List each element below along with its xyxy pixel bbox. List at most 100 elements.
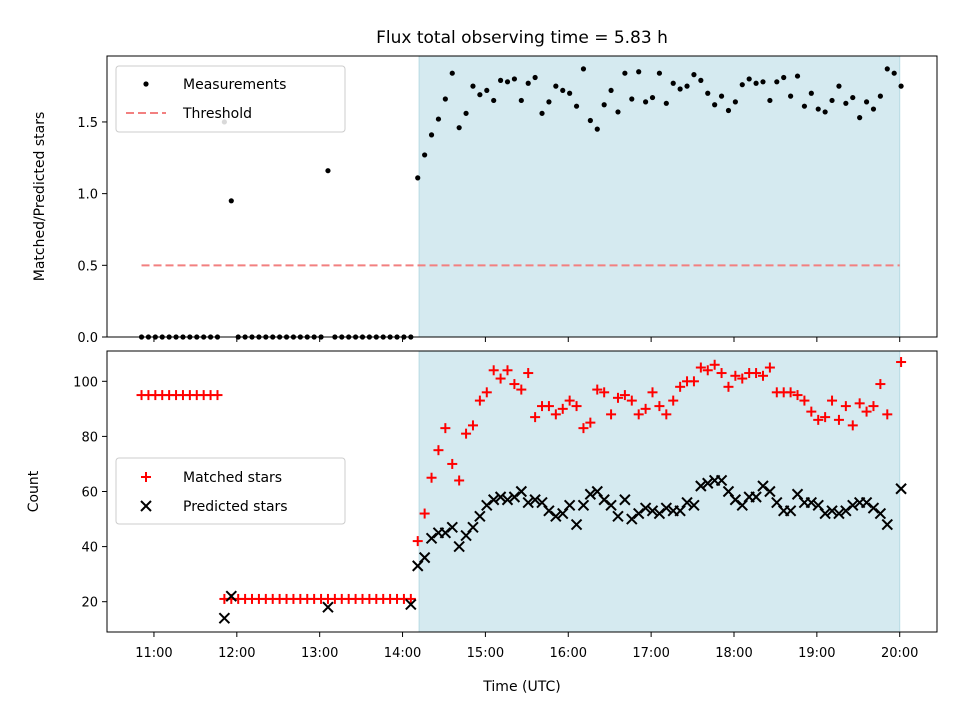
measurement-point [857, 115, 863, 121]
measurement-point [705, 90, 711, 96]
measurement-point [836, 83, 842, 89]
x-tick-label: 15:00 [467, 646, 504, 661]
matched-star-point [875, 379, 886, 390]
x-tick-label: 16:00 [550, 646, 587, 661]
predicted-star-point [515, 485, 528, 498]
measurement-point [560, 87, 566, 94]
measurement-point [670, 80, 676, 86]
measurement-point [477, 92, 483, 98]
measurement-point [815, 106, 821, 112]
matched-star-point [461, 428, 472, 439]
matched-star-point [730, 370, 741, 381]
matched-star-point [585, 417, 596, 428]
measurement-point [553, 83, 559, 89]
measurement-point [497, 77, 504, 83]
measurement-point [491, 97, 497, 104]
predicted-star-point [577, 499, 590, 511]
y-tick-label: 1.0 [77, 188, 98, 203]
x-tick-label: 14:00 [384, 646, 421, 661]
matched-star-point [495, 373, 506, 384]
predicted-star-point [847, 499, 859, 511]
predicted-star-point [487, 494, 500, 506]
measurement-point [767, 97, 773, 104]
predicted-star-point [584, 488, 597, 500]
predicted-star-point [895, 483, 907, 495]
measurement-point [567, 90, 573, 96]
measurement-point [456, 125, 462, 131]
matched-star-point [530, 412, 541, 423]
measurement-point [698, 77, 704, 83]
matched-star-point [564, 395, 575, 406]
matched-star-point [854, 398, 865, 409]
x-tick-label: 13:00 [301, 646, 338, 661]
matched-star-point [592, 384, 603, 395]
matched-star-point [764, 362, 775, 373]
measurement-point [449, 70, 455, 76]
predicted-star-point [612, 510, 624, 523]
matched-star-point [675, 381, 686, 392]
measurement-point [788, 93, 794, 99]
measurement-point [415, 175, 421, 181]
y-axis-label: Matched/Predicted stars [32, 112, 48, 282]
measurement-point [435, 116, 442, 122]
predicted-star-point [218, 612, 231, 624]
matched-star-point [757, 370, 768, 381]
measurement-point [532, 74, 538, 81]
matched-star-point [833, 414, 844, 425]
predicted-star-point [619, 494, 631, 506]
measurement-point [822, 109, 828, 115]
measurement-point [794, 73, 801, 79]
matched-star-point [661, 409, 672, 420]
measurement-point [781, 74, 787, 81]
measurement-point [725, 107, 732, 114]
matched-star-point [447, 458, 458, 469]
matched-star-point [737, 373, 748, 384]
predicted-star-point [563, 499, 576, 511]
matched-star-point [882, 409, 893, 420]
measurement-point [601, 102, 607, 108]
matched-star-point [861, 406, 872, 417]
predicted-star-point [453, 540, 465, 553]
matched-star-point [799, 395, 810, 406]
legend-marker-predicted [140, 500, 152, 512]
matched-star-point [654, 401, 665, 412]
matched-star-point [896, 357, 907, 368]
matched-star-point [405, 593, 416, 604]
matched-star-point [751, 368, 762, 379]
predicted-star-point [764, 485, 776, 498]
x-tick-label: 20:00 [881, 646, 918, 661]
count-panel: 20 40 60 80 100 11:00 12:00 13:00 14:00 15:00 16:0… [26, 350, 938, 661]
matched-star-point [640, 403, 651, 414]
matched-star-point [543, 401, 554, 412]
ratio-panel: 0.0 0.5 1.0 1.5 Matched/Predicted stars Measu… [32, 55, 938, 346]
predicted-star-point [784, 505, 797, 517]
predicted-star-point [681, 496, 693, 509]
legend-marker-measurements [143, 81, 149, 87]
matched-star-point [488, 365, 499, 376]
predicted-star-point [639, 502, 652, 514]
predicted-star-point [715, 474, 728, 487]
predicted-star-point [605, 499, 617, 511]
measurement-point [228, 198, 234, 204]
matched-star-point [467, 420, 478, 431]
predicted-star-point [688, 499, 700, 511]
measurement-point [746, 76, 752, 82]
measurement-point [504, 79, 511, 85]
y-tick-label: 100 [73, 375, 98, 390]
measurement-point [573, 103, 580, 109]
measurement-point [774, 79, 780, 85]
predicted-star-point [570, 518, 583, 531]
plot-frame [106, 350, 938, 633]
matched-star-point [426, 472, 437, 483]
y-axis-label: Count [26, 470, 42, 512]
measurement-point [484, 87, 490, 94]
measurement-point [732, 99, 738, 105]
matched-star-point [840, 401, 851, 412]
predicted-star-point [660, 502, 673, 514]
x-tick-label: 19:00 [798, 646, 835, 661]
measurement-point [718, 93, 725, 99]
y-tick-label: 0.0 [77, 331, 98, 346]
measurement-point [649, 94, 656, 101]
predicted-star-point [805, 496, 818, 509]
matched-star-point [668, 395, 679, 406]
